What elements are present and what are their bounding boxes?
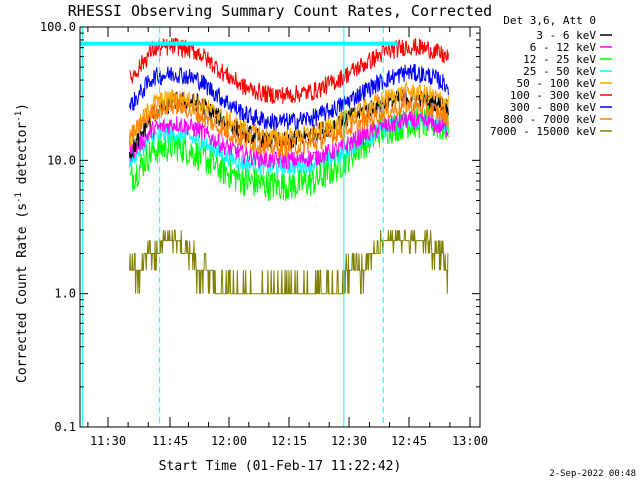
series-line-6-12-keV <box>129 110 449 170</box>
y-label-superscript: -1 <box>14 111 24 122</box>
legend-label: 12 - 25 keV <box>523 53 596 66</box>
x-tick-label: 12:00 <box>211 434 247 448</box>
x-tick-label: 13:00 <box>452 434 488 448</box>
legend-label: 100 - 300 keV <box>510 89 596 102</box>
y-tick-label: 1.0 <box>54 287 76 301</box>
y-label-part: ) <box>15 103 30 111</box>
plot-frame <box>79 26 481 428</box>
x-axis-label: Start Time (01-Feb-17 11:22:42) <box>159 459 402 474</box>
x-tick-label: 12:15 <box>271 434 307 448</box>
y-tick-label: 100.0 <box>40 20 76 34</box>
series-line-300-800-keV <box>129 63 449 132</box>
y-axis-label: Corrected Count Rate (s-1 detector-1) <box>14 103 30 383</box>
y-label-superscript: -1 <box>14 192 24 203</box>
legend-label: 25 - 50 keV <box>523 65 596 78</box>
legend-label: 50 - 100 keV <box>517 77 597 90</box>
legend-label: 3 - 6 keV <box>536 29 596 42</box>
series-line-7000-15000-keV <box>129 229 449 295</box>
y-label-part: detector <box>15 122 30 193</box>
chart-title: RHESSI Observing Summary Count Rates, Co… <box>68 2 492 20</box>
series-line-800-7000-keV <box>129 95 449 157</box>
legend-label: 800 - 7000 keV <box>503 113 596 126</box>
x-tick-label: 12:30 <box>331 434 367 448</box>
legend-header: Det 3,6, Att 0 <box>503 14 596 27</box>
x-tick-label: 12:45 <box>391 434 427 448</box>
legend-label: 7000 - 15000 keV <box>490 125 596 138</box>
footer-date: 2-Sep-2022 00:48 <box>549 469 636 479</box>
y-tick-label: 10.0 <box>47 153 76 167</box>
legend-label: 6 - 12 keV <box>530 41 597 54</box>
y-label-part: Corrected Count Rate (s <box>15 203 30 383</box>
x-tick-label: 11:45 <box>152 434 188 448</box>
plot-area: 0.1 1.0 10.0 100.0 11:30 11:45 12:00 12:15 12:30… <box>40 20 488 448</box>
legend-label: 300 - 800 keV <box>510 101 596 114</box>
x-tick-label: 11:30 <box>90 434 126 448</box>
y-tick-label: 0.1 <box>54 420 76 434</box>
